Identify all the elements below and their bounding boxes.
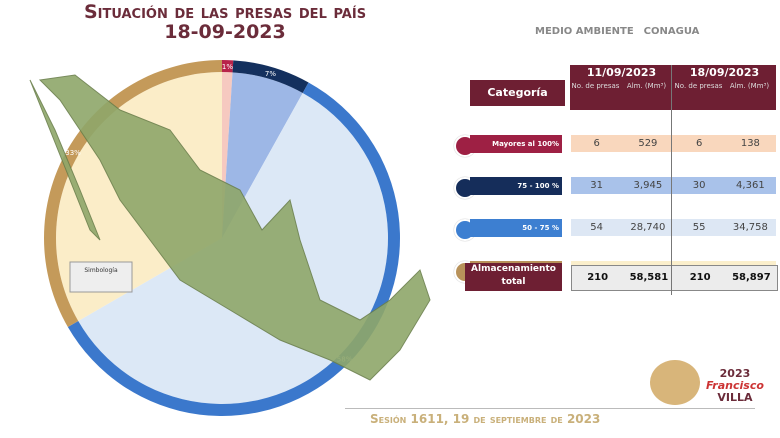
data-table: Categoría 11/09/2023 18/09/2023 No. de p… [454, 60, 780, 300]
table-cell: 6 [695, 138, 703, 149]
francisco-villa-badge: 2023 Francisco VILLA [650, 360, 764, 410]
date-header-2: 18/09/2023 [673, 66, 776, 79]
medio-ambiente-logo: MEDIO AMBIENTE [535, 26, 634, 37]
total-label: Almacenamiento total [465, 263, 562, 291]
col-presas: No. de presas [673, 82, 724, 90]
table-cell: 28,740 [630, 222, 666, 233]
col-alm: Alm. (Mm³) [724, 82, 775, 90]
total-cell: 58,897 [732, 272, 771, 283]
pie-label: 7% [265, 70, 276, 78]
table-row: 31 3,945 30 4,361 [571, 177, 776, 194]
villa-portrait [650, 360, 700, 405]
total-cell: 58,581 [629, 272, 669, 283]
pie-label: 1% [222, 63, 233, 71]
table-cell: 55 [692, 222, 706, 233]
title-text: Situación de las presas del país [83, 1, 367, 23]
pie-label: 33% [65, 149, 81, 157]
category-header: Categoría [470, 80, 565, 106]
col-presas: No. de presas [570, 82, 621, 90]
total-cell: 210 [587, 272, 609, 283]
divider [671, 65, 672, 295]
mexico-map [29, 74, 431, 381]
footer-line [345, 408, 755, 409]
category-label: 75 - 100 % [470, 177, 562, 195]
table-cell: 6 [593, 138, 600, 149]
pie-chart: 1%7%58%33%Simbología [29, 60, 431, 416]
badge-name2: VILLA [717, 391, 753, 404]
total-row: 210 58,581 210 58,897 [571, 265, 778, 291]
badge-year: 2023 [719, 367, 751, 380]
total-cell: 210 [689, 272, 711, 283]
table-row: 54 28,740 55 34,758 [571, 219, 776, 236]
table-cell: 4,361 [736, 180, 765, 191]
table-cell: 54 [590, 222, 603, 233]
category-label: Mayores al 100% [470, 135, 562, 153]
table-cell: 34,758 [732, 222, 768, 233]
logos: MEDIO AMBIENTE CONAGUA [535, 26, 709, 37]
table-row: 6 529 6 138 [571, 135, 776, 152]
page-title: Situación de las presas del país 18-09-20… [60, 2, 390, 42]
conagua-logo: CONAGUA [643, 26, 700, 37]
table-cell: 138 [740, 138, 760, 149]
footer-text: Sesión 1611, 19 de septiembre de 2023 [370, 412, 601, 426]
pie-slice [232, 60, 309, 93]
pie-slice [222, 60, 234, 73]
table-cell: 30 [692, 180, 706, 191]
table-cell: 31 [590, 180, 603, 191]
title-date: 18-09-2023 [164, 21, 286, 43]
legend-box [69, 261, 133, 293]
date-header-1: 11/09/2023 [570, 66, 673, 79]
legend-title: Simbología [84, 267, 118, 274]
col-alm: Alm. (Mm³) [621, 82, 672, 90]
badge-name1: Francisco [706, 379, 764, 392]
category-label: 50 - 75 % [470, 219, 562, 237]
table-cell: 3,945 [633, 180, 663, 191]
table-cell: 529 [638, 138, 658, 149]
